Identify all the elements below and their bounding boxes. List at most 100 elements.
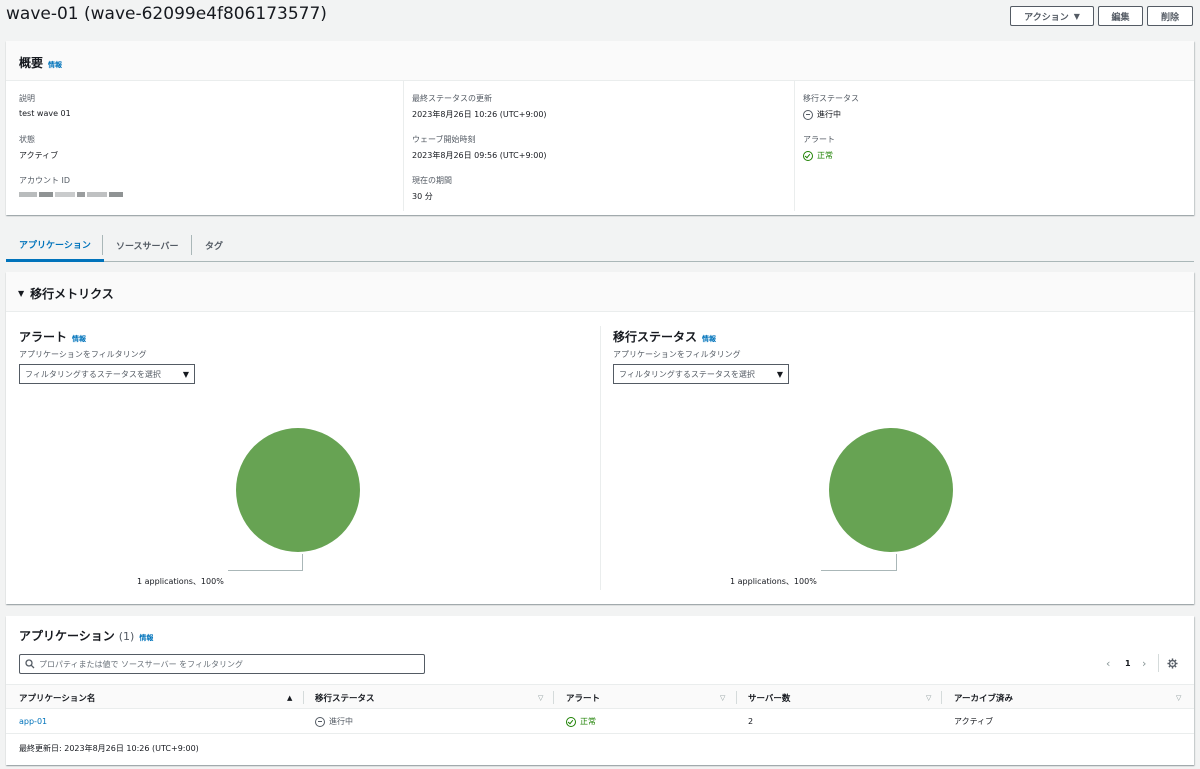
tab-bar: アプリケーション ソースサーバー タグ xyxy=(6,229,1194,262)
pie-label-leader-line xyxy=(228,554,303,571)
wave-start-label: ウェーブ開始時刻 xyxy=(412,135,476,144)
in-progress-icon xyxy=(315,716,325,727)
state-label: 状態 xyxy=(19,135,35,144)
account-id-label: アカウント ID xyxy=(19,176,71,185)
page-number[interactable]: 1 xyxy=(1125,659,1131,668)
status-chart-panel: 移行ステータス 情報 アプリケーションをフィルタリング フィルタリングするステー… xyxy=(600,312,1194,604)
applications-title: アプリケーション xyxy=(19,629,115,643)
panel-divider xyxy=(600,326,601,590)
last-status-value: 2023年8月26日 10:26 (UTC+9:00) xyxy=(412,110,547,119)
migration-metrics-card: ▼ 移行メトリクス アラート 情報 アプリケーションをフィルタリング フィルタリ… xyxy=(6,272,1194,604)
status-filter-placeholder: フィルタリングするステータスを選択 xyxy=(619,369,755,379)
tab-source-servers[interactable]: ソースサーバー xyxy=(116,241,179,252)
sort-icon[interactable]: ▽ xyxy=(538,694,544,702)
overview-header: 概要 情報 xyxy=(6,41,1194,81)
page-header: wave-01 (wave-62099e4f806173577) アクション ▼ … xyxy=(6,4,1196,28)
overview-title: 概要 xyxy=(19,56,44,70)
account-id-redacted xyxy=(19,192,123,197)
tab-applications[interactable]: アプリケーション xyxy=(6,229,104,262)
alert-status-filter-select[interactable]: フィルタリングするステータスを選択 ▼ xyxy=(19,364,195,384)
migration-status-label: 移行ステータス xyxy=(803,94,859,103)
next-page-icon[interactable]: › xyxy=(1142,657,1147,670)
row-alert: 正常 xyxy=(566,709,596,734)
column-divider[interactable] xyxy=(553,691,554,704)
status-chart-info-link[interactable]: 情報 xyxy=(702,335,717,343)
row-server-count: 2 xyxy=(748,717,754,726)
overview-column-1: 説明 test wave 01 状態 アクティブ アカウント ID xyxy=(6,81,403,211)
status-pie-chart xyxy=(829,428,953,552)
last-status-label: 最終ステータスの更新 xyxy=(412,94,492,103)
applications-count: (1) xyxy=(118,630,135,643)
overview-card: 概要 情報 説明 test wave 01 状態 アクティブ アカウント ID xyxy=(6,41,1194,215)
row-alert-text: 正常 xyxy=(580,717,596,726)
row-migration-status: 進行中 xyxy=(315,709,353,734)
sort-icon[interactable]: ▽ xyxy=(720,694,726,702)
column-divider[interactable] xyxy=(303,691,304,704)
alert-chart-title: アラート xyxy=(19,330,68,344)
delete-button[interactable]: 削除 xyxy=(1147,6,1193,26)
overview-info-link[interactable]: 情報 xyxy=(48,61,63,69)
in-progress-icon xyxy=(803,109,813,120)
alert-value: 正常 xyxy=(803,150,835,161)
column-header-archived[interactable]: アーカイブ済み xyxy=(954,693,1013,704)
tab-divider xyxy=(102,235,103,255)
caret-down-icon: ▼ xyxy=(1073,11,1080,21)
pie-slice[interactable] xyxy=(236,428,360,552)
sort-icon[interactable]: ▽ xyxy=(926,694,932,702)
state-value: アクティブ xyxy=(19,151,59,160)
settings-gear-icon[interactable] xyxy=(1167,658,1178,669)
last-updated-footer: 最終更新日: 2023年8月26日 10:26 (UTC+9:00) xyxy=(19,744,199,753)
sort-ascending-icon[interactable]: ▲ xyxy=(287,694,293,702)
application-name-link[interactable]: app-01 xyxy=(19,717,48,726)
sort-icon[interactable]: ▽ xyxy=(1176,694,1182,702)
alert-pie-label: 1 applications、100% xyxy=(137,577,224,586)
alert-chart-info-link[interactable]: 情報 xyxy=(72,335,87,343)
overview-column-2: 最終ステータスの更新 2023年8月26日 10:26 (UTC+9:00) ウ… xyxy=(403,81,794,211)
alert-pie-chart xyxy=(236,428,360,552)
column-header-application-name[interactable]: アプリケーション名 xyxy=(19,693,96,704)
alert-filter-label: アプリケーションをフィルタリング xyxy=(19,350,147,359)
overview-column-3: 移行ステータス 進行中 アラート 正常 xyxy=(794,81,1194,211)
status-filter-select[interactable]: フィルタリングするステータスを選択 ▼ xyxy=(613,364,789,384)
status-filter-label: アプリケーションをフィルタリング xyxy=(613,350,741,359)
current-period-label: 現在の期間 xyxy=(412,176,452,185)
caret-down-icon: ▼ xyxy=(776,369,783,379)
pie-label-leader-line xyxy=(821,554,897,571)
search-input[interactable]: プロパティまたは値で ソースサーバー をフィルタリング xyxy=(19,654,425,674)
column-header-server-count[interactable]: サーバー数 xyxy=(748,693,791,704)
page-title: wave-01 (wave-62099e4f806173577) xyxy=(6,4,327,24)
pagination-divider xyxy=(1158,654,1159,672)
alert-text: 正常 xyxy=(817,151,833,160)
wave-start-value: 2023年8月26日 09:56 (UTC+9:00) xyxy=(412,151,547,160)
metrics-header[interactable]: ▼ 移行メトリクス xyxy=(6,272,1194,312)
search-placeholder: プロパティまたは値で ソースサーバー をフィルタリング xyxy=(39,659,243,669)
status-pie-label: 1 applications、100% xyxy=(730,577,817,586)
column-header-migration-status[interactable]: 移行ステータス xyxy=(315,693,375,704)
alert-chart-panel: アラート 情報 アプリケーションをフィルタリング フィルタリングするステータスを… xyxy=(6,312,600,604)
alert-label: アラート xyxy=(803,135,835,144)
actions-label: アクション xyxy=(1024,12,1069,23)
status-chart-title: 移行ステータス xyxy=(613,330,698,344)
tab-divider xyxy=(191,235,192,255)
column-header-alert[interactable]: アラート xyxy=(566,693,601,704)
current-period-value: 30 分 xyxy=(412,192,433,201)
search-icon xyxy=(25,659,35,669)
expand-caret-icon[interactable]: ▼ xyxy=(18,289,25,298)
previous-page-icon[interactable]: ‹ xyxy=(1106,657,1111,670)
row-migration-status-text: 進行中 xyxy=(329,717,353,726)
metrics-title: 移行メトリクス xyxy=(30,287,114,301)
applications-info-link[interactable]: 情報 xyxy=(139,634,154,642)
row-archived: アクティブ xyxy=(954,717,994,726)
alert-filter-placeholder: フィルタリングするステータスを選択 xyxy=(25,369,161,379)
pie-slice[interactable] xyxy=(829,428,953,552)
column-divider[interactable] xyxy=(736,691,737,704)
description-label: 説明 xyxy=(19,94,35,103)
edit-button[interactable]: 編集 xyxy=(1098,6,1143,26)
table-header: アプリケーション名 ▲ 移行ステータス ▽ アラート ▽ サーバー数 ▽ アーカ… xyxy=(6,684,1194,709)
actions-button[interactable]: アクション ▼ xyxy=(1010,6,1094,26)
tab-tags[interactable]: タグ xyxy=(205,241,224,252)
applications-card: アプリケーション (1) 情報 プロパティまたは値で ソースサーバー をフィルタ… xyxy=(6,616,1194,765)
caret-down-icon: ▼ xyxy=(182,369,189,379)
column-divider[interactable] xyxy=(941,691,942,704)
check-circle-icon xyxy=(566,716,576,727)
